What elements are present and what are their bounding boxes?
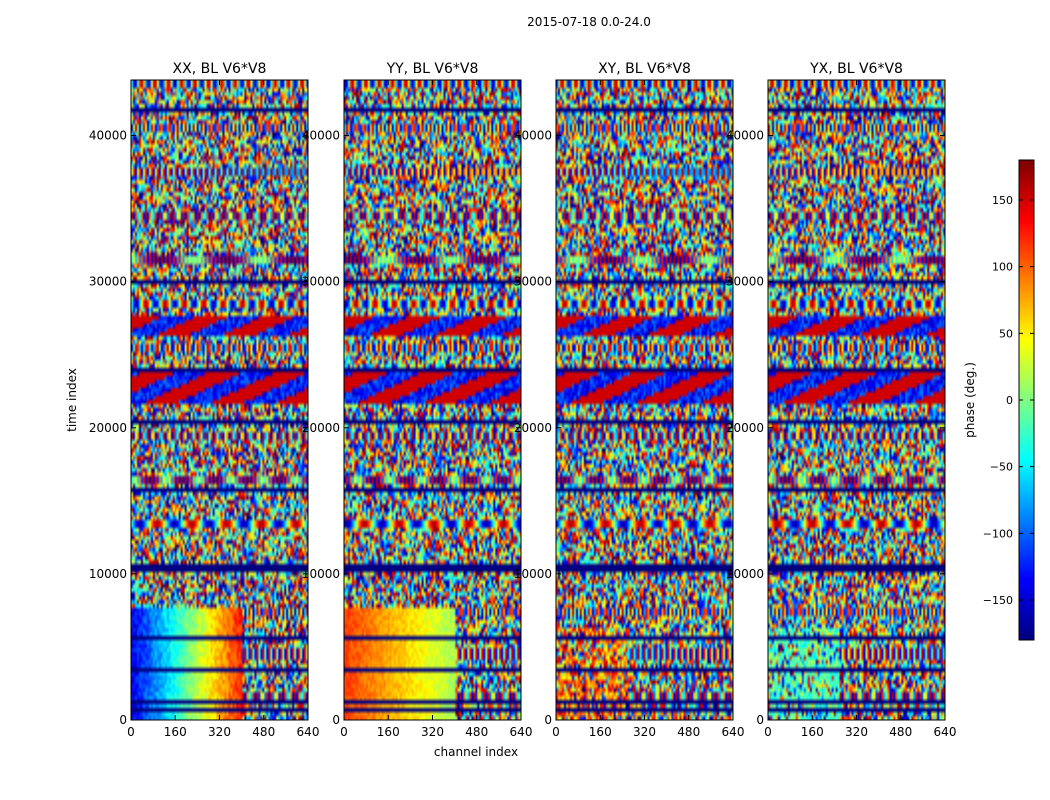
y-tick-label-0-2: 20000 bbox=[89, 421, 127, 435]
colorbar-tick-label-5: 100 bbox=[992, 261, 1013, 274]
colorbar: −150 −100 −50 0 50 100 150 bbox=[983, 159, 1035, 641]
x-tick-label-0-4: 640 bbox=[297, 725, 320, 739]
x-tick-label-2-2: 320 bbox=[633, 725, 656, 739]
y-tick-label-0-1: 10000 bbox=[89, 567, 127, 581]
x-tick-label-1-3: 480 bbox=[465, 725, 488, 739]
colorbar-gradient bbox=[1019, 160, 1034, 640]
x-tick-label-3-4: 640 bbox=[934, 725, 957, 739]
y-tick-label-1-1: 10000 bbox=[302, 567, 340, 581]
y-tick-label-0-3: 30000 bbox=[89, 275, 127, 289]
y-tick-label-1-3: 30000 bbox=[302, 275, 340, 289]
panel-2: XY, BL V6*V8 0 160 320 480 640 0 10000 20000 3000… bbox=[514, 61, 745, 739]
y-tick-label-3-1: 10000 bbox=[726, 567, 764, 581]
x-tick-label-1-2: 320 bbox=[421, 725, 444, 739]
y-tick-label-3-4: 40000 bbox=[726, 129, 764, 143]
colorbar-tick-label-6: 150 bbox=[992, 194, 1013, 207]
colorbar-label: phase (deg.) bbox=[963, 362, 977, 438]
y-tick-label-1-4: 40000 bbox=[302, 129, 340, 143]
y-tick-label-1-0: 0 bbox=[332, 713, 340, 727]
panels-group: XX, BL V6*V8 0 160 320 480 640 0 10000 20000 3000… bbox=[89, 61, 957, 739]
heatmap-image-1 bbox=[344, 80, 521, 720]
panel-1: YY, BL V6*V8 0 160 320 480 640 0 10000 20000 3000… bbox=[302, 61, 533, 739]
x-tick-label-2-0: 0 bbox=[552, 725, 560, 739]
y-tick-label-2-2: 20000 bbox=[514, 421, 552, 435]
y-tick-label-3-0: 0 bbox=[756, 713, 764, 727]
y-tick-label-2-4: 40000 bbox=[514, 129, 552, 143]
x-tick-label-0-3: 480 bbox=[252, 725, 275, 739]
x-tick-label-1-0: 0 bbox=[340, 725, 348, 739]
x-tick-label-1-4: 640 bbox=[510, 725, 533, 739]
y-tick-label-3-3: 30000 bbox=[726, 275, 764, 289]
heatmap-image-3 bbox=[768, 80, 945, 720]
x-tick-label-2-4: 640 bbox=[722, 725, 745, 739]
heatmap-image-0 bbox=[131, 80, 308, 720]
x-tick-label-0-2: 320 bbox=[208, 725, 231, 739]
x-tick-label-0-0: 0 bbox=[127, 725, 135, 739]
figure-title: 2015-07-18 0.0-24.0 bbox=[527, 15, 651, 29]
x-tick-label-2-1: 160 bbox=[589, 725, 612, 739]
y-tick-label-0-4: 40000 bbox=[89, 129, 127, 143]
panel-0: XX, BL V6*V8 0 160 320 480 640 0 10000 20000 3000… bbox=[89, 61, 320, 739]
y-tick-label-3-2: 20000 bbox=[726, 421, 764, 435]
colorbar-tick-label-3: 0 bbox=[1006, 394, 1013, 407]
y-tick-label-2-0: 0 bbox=[544, 713, 552, 727]
panel-title-1: YY, BL V6*V8 bbox=[386, 61, 479, 77]
panel-3: YX, BL V6*V8 0 160 320 480 640 0 10000 20000 3000… bbox=[726, 61, 957, 739]
y-tick-label-0-0: 0 bbox=[119, 713, 127, 727]
x-tick-label-1-1: 160 bbox=[377, 725, 400, 739]
heatmap-image-2 bbox=[556, 80, 733, 720]
y-tick-label-2-3: 30000 bbox=[514, 275, 552, 289]
x-tick-label-0-1: 160 bbox=[164, 725, 187, 739]
colorbar-tick-label-4: 50 bbox=[999, 327, 1013, 340]
x-axis-label: channel index bbox=[434, 745, 518, 759]
y-tick-label-1-2: 20000 bbox=[302, 421, 340, 435]
y-tick-label-2-1: 10000 bbox=[514, 567, 552, 581]
x-tick-label-3-2: 320 bbox=[845, 725, 868, 739]
y-axis-label: time index bbox=[65, 368, 79, 432]
x-tick-label-3-3: 480 bbox=[889, 725, 912, 739]
colorbar-tick-label-0: −150 bbox=[983, 594, 1013, 607]
panel-title-3: YX, BL V6*V8 bbox=[809, 61, 903, 77]
panel-title-2: XY, BL V6*V8 bbox=[598, 61, 691, 77]
x-tick-label-3-0: 0 bbox=[764, 725, 772, 739]
panel-title-0: XX, BL V6*V8 bbox=[173, 61, 267, 77]
colorbar-tick-label-2: −50 bbox=[990, 461, 1013, 474]
x-tick-label-3-1: 160 bbox=[801, 725, 824, 739]
x-tick-label-2-3: 480 bbox=[677, 725, 700, 739]
colorbar-tick-label-1: −100 bbox=[983, 527, 1013, 540]
